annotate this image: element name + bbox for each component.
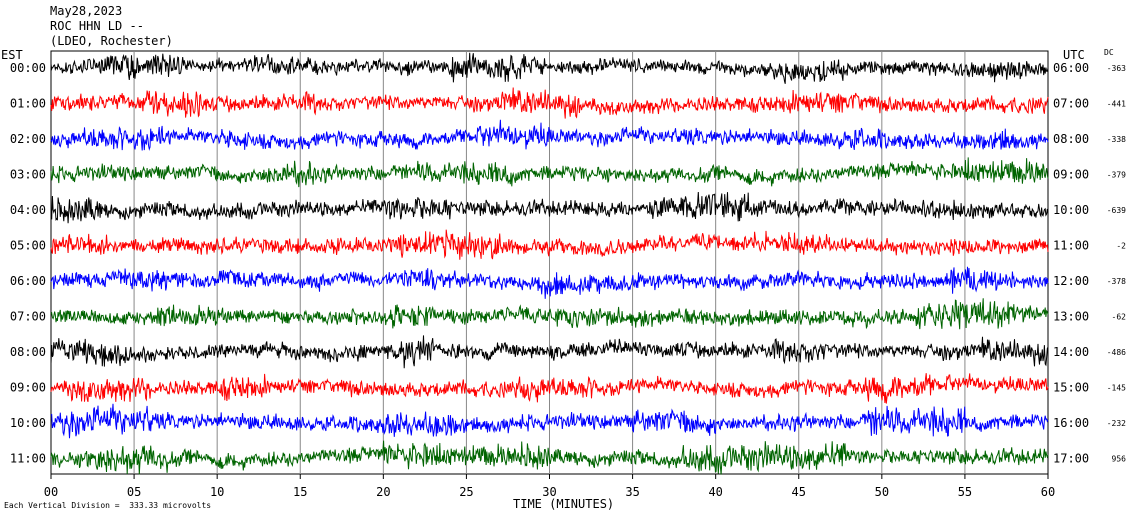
dc-value-label: -379 <box>1107 171 1126 180</box>
station-label: ROC HHN LD -- <box>50 19 144 33</box>
dc-value-label: -363 <box>1107 64 1126 73</box>
seismic-trace <box>50 373 1049 404</box>
seismic-trace <box>50 157 1049 188</box>
est-row-label: 02:00 <box>10 132 46 146</box>
x-tick-label: 25 <box>459 485 473 499</box>
utc-axis-title: UTC <box>1063 48 1085 62</box>
est-row-label: 05:00 <box>10 239 46 253</box>
dc-value-label: -145 <box>1107 384 1126 393</box>
utc-row-label: 13:00 <box>1053 310 1089 324</box>
est-row-label: 01:00 <box>10 97 46 111</box>
utc-row-label: 16:00 <box>1053 416 1089 430</box>
utc-row-label: 06:00 <box>1053 61 1089 75</box>
dc-value-label: -338 <box>1107 135 1126 144</box>
dc-value-label: -639 <box>1107 206 1126 215</box>
dc-value-label: -62 <box>1112 313 1127 322</box>
network-label: (LDEO, Rochester) <box>50 34 173 48</box>
seismic-trace <box>50 440 1049 475</box>
seismic-trace <box>50 191 1049 224</box>
traces <box>50 52 1049 475</box>
seismic-trace <box>50 335 1049 369</box>
seismic-trace <box>50 298 1049 330</box>
utc-row-label: 15:00 <box>1053 381 1089 395</box>
seismic-trace <box>50 266 1049 299</box>
seismic-trace <box>50 403 1049 439</box>
utc-row-label: 12:00 <box>1053 274 1089 288</box>
x-tick-label: 50 <box>875 485 889 499</box>
utc-row-label: 09:00 <box>1053 168 1089 182</box>
dc-value-label: -2 <box>1116 242 1126 251</box>
est-row-label: 04:00 <box>10 203 46 217</box>
x-axis-label: TIME (MINUTES) <box>513 497 615 511</box>
est-row-label: 09:00 <box>10 381 46 395</box>
dc-value-label: -486 <box>1107 348 1126 357</box>
est-row-label: 11:00 <box>10 452 46 466</box>
x-tick-label: 35 <box>625 485 639 499</box>
seismic-trace <box>50 52 1049 84</box>
x-tick-label: 10 <box>210 485 224 499</box>
est-axis-title: EST <box>1 48 23 62</box>
utc-row-label: 14:00 <box>1053 345 1089 359</box>
seismic-trace <box>50 87 1049 119</box>
utc-row-label: 08:00 <box>1053 132 1089 146</box>
est-row-label: 06:00 <box>10 274 46 288</box>
utc-row-label: 10:00 <box>1053 203 1089 217</box>
utc-row-label: 17:00 <box>1053 452 1089 466</box>
x-tick-label: 60 <box>1041 485 1055 499</box>
est-row-label: 00:00 <box>10 61 46 75</box>
x-tick-label: 45 <box>792 485 806 499</box>
seismic-trace <box>50 119 1049 151</box>
x-ticks: 00 05 10 15 20 25 30 35 40 45 50 55 60 <box>44 474 1055 499</box>
dc-value-label: -378 <box>1107 277 1126 286</box>
utc-row-label: 11:00 <box>1053 239 1089 253</box>
utc-row-label: 07:00 <box>1053 97 1089 111</box>
x-tick-label: 15 <box>293 485 307 499</box>
x-tick-label: 40 <box>708 485 722 499</box>
x-tick-label: 00 <box>44 485 58 499</box>
x-tick-label: 20 <box>376 485 390 499</box>
est-row-label: 10:00 <box>10 416 46 430</box>
date-label: May28,2023 <box>50 4 123 18</box>
x-tick-label: 30 <box>542 485 556 499</box>
row-labels: 00:00 06:00 -363 01:00 07:00 -441 02:00 08:00 -3… <box>10 61 1126 466</box>
scale-footnote: Each Vertical Division = 333.33 microvol… <box>4 501 212 510</box>
x-tick-label: 05 <box>127 485 141 499</box>
x-tick-label: 55 <box>958 485 972 499</box>
dc-value-label: -441 <box>1107 100 1126 109</box>
seismic-trace <box>50 229 1049 260</box>
dc-value-label: -232 <box>1107 419 1126 428</box>
dc-value-label: 956 <box>1112 455 1127 464</box>
est-row-label: 08:00 <box>10 345 46 359</box>
est-row-label: 07:00 <box>10 310 46 324</box>
dc-axis-title: DC <box>1104 48 1114 57</box>
grid <box>50 50 1049 475</box>
est-row-label: 03:00 <box>10 168 46 182</box>
